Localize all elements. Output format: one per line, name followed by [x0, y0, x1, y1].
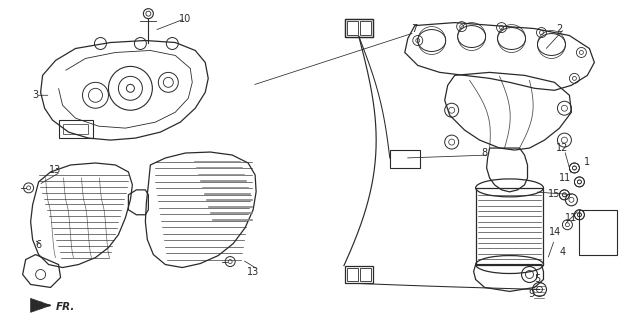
Text: 9: 9	[528, 289, 534, 300]
Bar	[347, 268, 358, 282]
Text: 11: 11	[559, 173, 572, 183]
Text: 6: 6	[35, 240, 42, 250]
Bar	[63, 124, 89, 134]
Bar	[580, 210, 618, 255]
Text: 13: 13	[50, 165, 62, 175]
Text: 8: 8	[482, 148, 488, 158]
Bar	[360, 20, 371, 35]
Text: 3: 3	[33, 90, 38, 100]
Text: FR.: FR.	[56, 302, 75, 312]
Text: 2: 2	[556, 24, 562, 34]
Text: 1: 1	[584, 157, 590, 167]
Bar	[345, 19, 373, 36]
Text: 5: 5	[534, 275, 541, 284]
Polygon shape	[30, 298, 51, 312]
Bar	[476, 188, 544, 265]
Bar	[347, 20, 358, 35]
Bar	[360, 268, 371, 282]
Text: 4: 4	[559, 247, 565, 257]
Text: 10: 10	[179, 14, 192, 24]
Bar	[58, 120, 94, 138]
Bar	[345, 19, 373, 36]
Text: 13: 13	[247, 267, 259, 276]
Text: 12: 12	[556, 143, 569, 153]
Text: 7: 7	[412, 24, 418, 34]
Bar	[390, 150, 420, 168]
Bar	[345, 266, 373, 284]
Text: 11: 11	[565, 213, 578, 223]
Text: 15: 15	[548, 189, 560, 199]
Text: 14: 14	[549, 227, 562, 237]
